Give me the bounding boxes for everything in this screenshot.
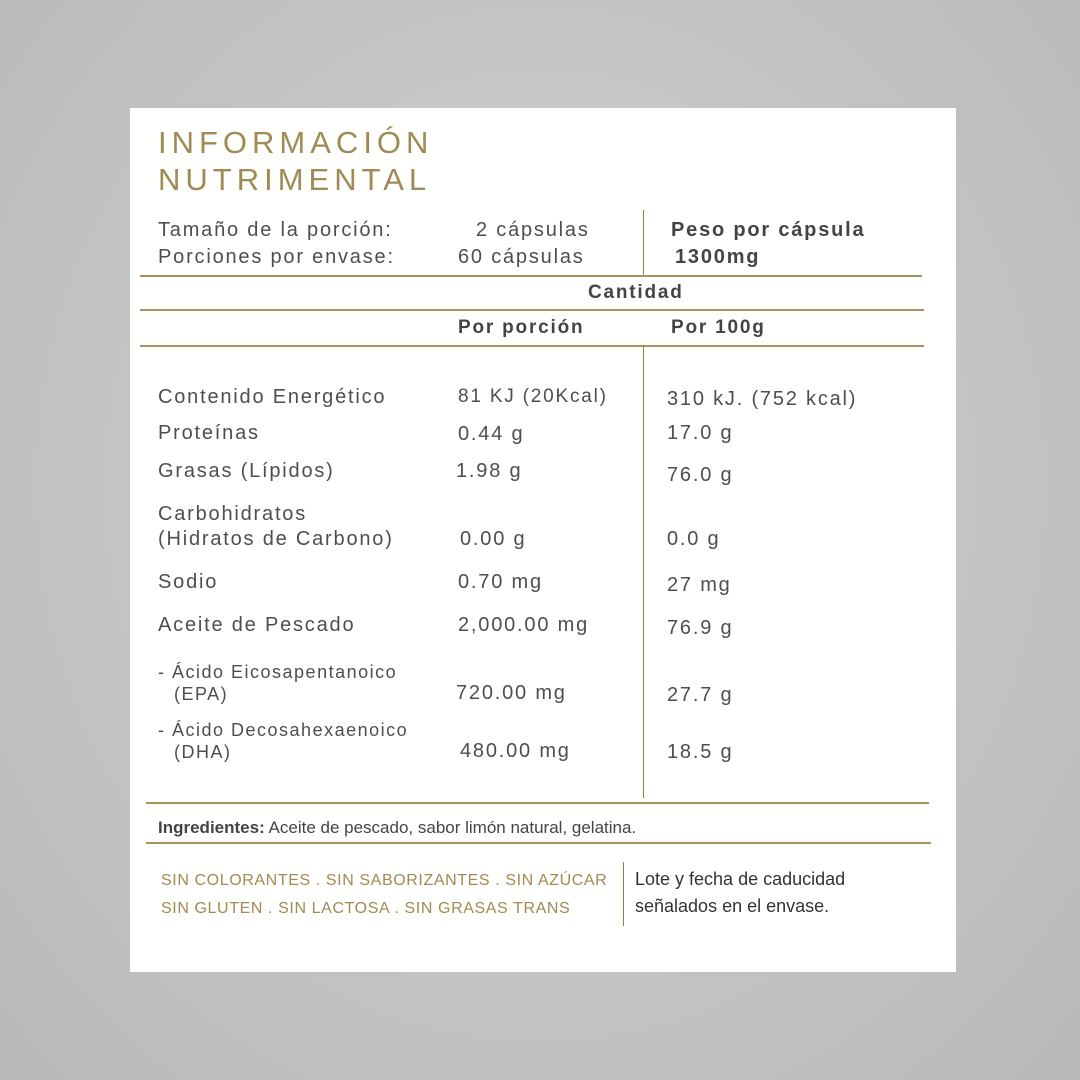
row-energy-100g: 310 kJ. (752 kcal)	[667, 388, 858, 410]
row-epa-name: - Ácido Eicosapentanoico	[158, 662, 398, 682]
divider-vertical-top	[643, 210, 644, 276]
row-carbs-name-2: (Hidratos de Carbono)	[158, 528, 394, 550]
row-protein-100g: 17.0 g	[667, 422, 734, 444]
row-sodium-name: Sodio	[158, 571, 219, 593]
per-100g-header: Por 100g	[671, 317, 766, 338]
divider-vertical-table	[643, 346, 644, 798]
serving-size-value: 2 cápsulas	[476, 219, 590, 241]
ingredients: Ingredientes: Aceite de pescado, sabor l…	[158, 818, 636, 838]
row-sodium-serving: 0.70 mg	[458, 571, 543, 593]
ingredients-text: Aceite de pescado, sabor limón natural, …	[264, 818, 637, 837]
row-energy-name: Contenido Energético	[158, 386, 387, 408]
divider	[140, 345, 924, 347]
row-dha-name: - Ácido Decosahexaenoico	[158, 720, 409, 740]
lot-line-1: Lote y fecha de caducidad	[635, 869, 846, 889]
row-fish-oil-name: Aceite de Pescado	[158, 614, 356, 636]
ingredients-label: Ingredientes:	[158, 818, 265, 837]
divider	[140, 275, 922, 277]
weight-per-capsule-value: 1300mg	[675, 246, 761, 268]
row-epa-100g: 27.7 g	[667, 684, 734, 706]
title-line-2: NUTRIMENTAL	[158, 162, 432, 197]
row-protein-name: Proteínas	[158, 422, 260, 444]
serving-size-label: Tamaño de la porción:	[158, 219, 393, 241]
per-serving-header: Por porción	[458, 317, 585, 338]
divider	[146, 842, 931, 844]
weight-per-capsule-label: Peso por cápsula	[671, 219, 866, 241]
nutrition-label: INFORMACIÓN NUTRIMENTAL Tamaño de la por…	[130, 108, 956, 972]
row-dha-serving: 480.00 mg	[460, 740, 571, 762]
row-carbs-name: Carbohidratos	[158, 503, 308, 525]
claims-line-2: SIN GLUTEN . SIN LACTOSA . SIN GRASAS TR…	[161, 900, 571, 917]
divider	[140, 309, 924, 311]
servings-per-container-value: 60 cápsulas	[458, 246, 585, 268]
row-dha-100g: 18.5 g	[667, 741, 734, 763]
row-energy-serving: 81 KJ (20Kcal)	[458, 386, 608, 407]
row-epa-serving: 720.00 mg	[456, 682, 567, 704]
title-line-1: INFORMACIÓN	[158, 125, 434, 160]
row-carbs-serving: 0.00 g	[460, 528, 527, 550]
row-fat-name: Grasas (Lípidos)	[158, 460, 335, 482]
row-protein-serving: 0.44 g	[458, 423, 525, 445]
divider-vertical-bottom	[623, 862, 624, 926]
row-fat-serving: 1.98 g	[456, 460, 523, 482]
row-fish-oil-100g: 76.9 g	[667, 617, 734, 639]
row-fat-100g: 76.0 g	[667, 464, 734, 486]
divider	[146, 802, 929, 804]
servings-per-container-label: Porciones por envase:	[158, 246, 395, 268]
claims-line-1: SIN COLORANTES . SIN SABORIZANTES . SIN …	[161, 872, 608, 889]
lot-line-2: señalados en el envase.	[635, 896, 830, 916]
row-sodium-100g: 27 mg	[667, 574, 732, 596]
amount-header: Cantidad	[588, 282, 684, 303]
row-dha-name-2: (DHA)	[174, 742, 232, 762]
row-carbs-100g: 0.0 g	[667, 528, 721, 550]
row-epa-name-2: (EPA)	[174, 684, 229, 704]
row-fish-oil-serving: 2,000.00 mg	[458, 614, 589, 636]
